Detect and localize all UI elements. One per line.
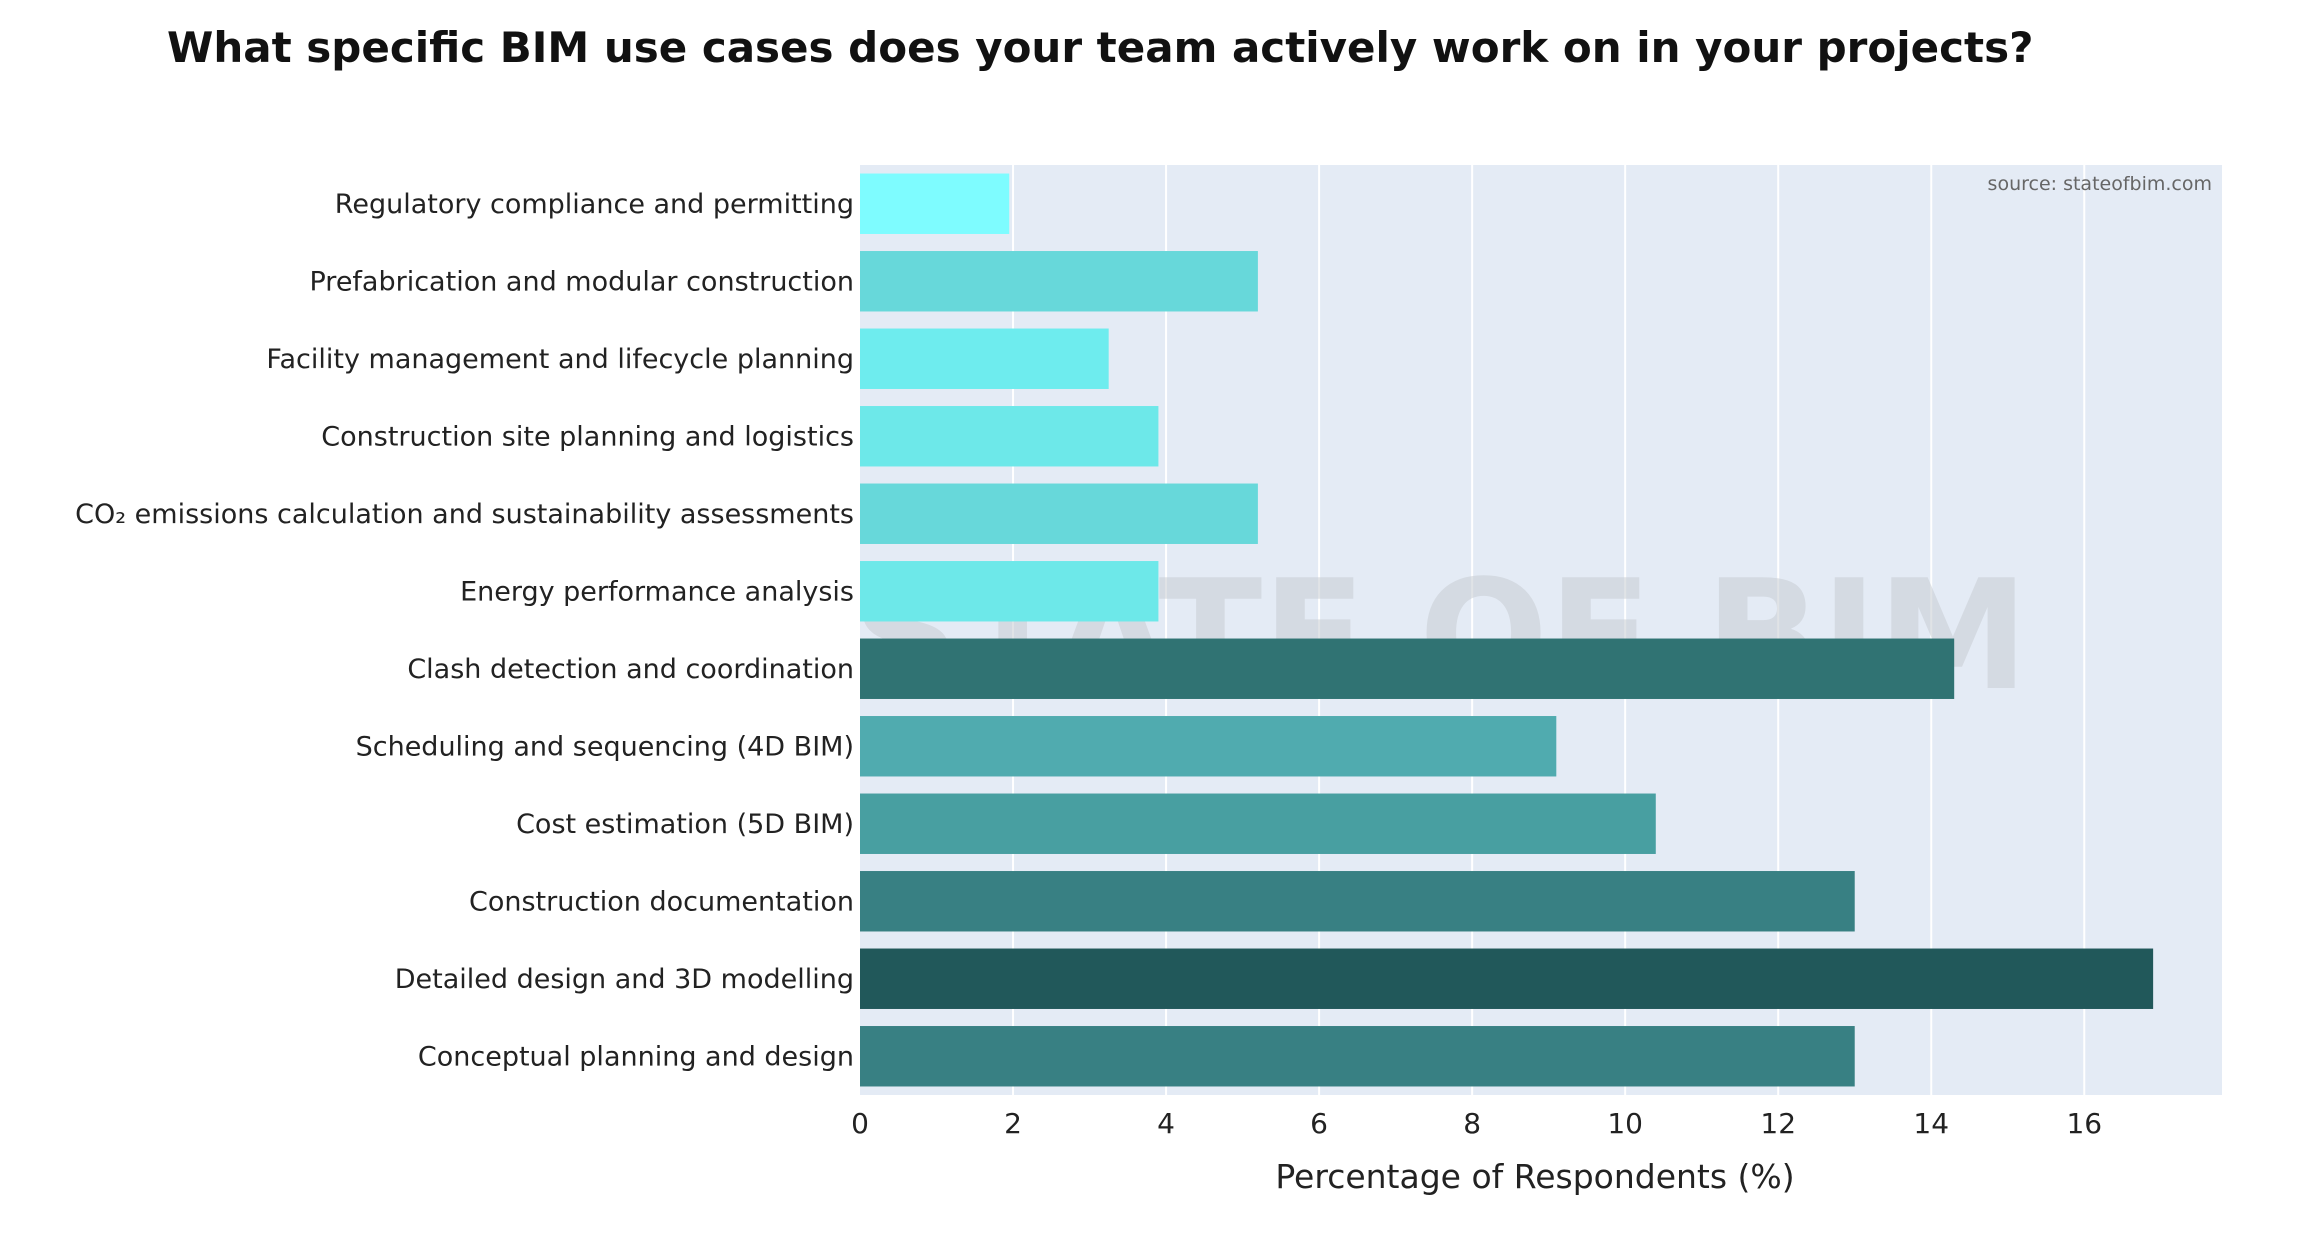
x-tick-label: 14 — [1913, 1107, 1949, 1140]
x-tick-label: 10 — [1607, 1107, 1643, 1140]
x-tick-label: 0 — [851, 1107, 869, 1140]
category-label: Facility management and lifecycle planni… — [266, 344, 854, 375]
category-label: Detailed design and 3D modelling — [395, 964, 854, 995]
bars — [860, 173, 2154, 1087]
x-tick-labels: 0 2 4 6 8 10 12 14 16 — [851, 1107, 2102, 1140]
bar — [860, 173, 1010, 234]
bar — [860, 793, 1656, 854]
category-label: Construction documentation — [469, 886, 854, 917]
bar — [860, 406, 1159, 467]
category-label: Construction site planning and logistics — [321, 421, 854, 452]
category-label: Clash detection and coordination — [407, 654, 854, 685]
gridlines — [1012, 165, 2086, 1095]
x-axis-title: Percentage of Respondents (%) — [1275, 1157, 1794, 1196]
chart-title: What specific BIM use cases does your te… — [167, 23, 2033, 72]
bar — [860, 948, 2154, 1009]
x-tick-label: 4 — [1157, 1107, 1175, 1140]
x-tick-label: 6 — [1310, 1107, 1328, 1140]
x-tick-label: 8 — [1463, 1107, 1481, 1140]
category-label: Scheduling and sequencing (4D BIM) — [356, 731, 854, 762]
x-tick-label: 2 — [1004, 1107, 1022, 1140]
category-label: CO₂ emissions calculation and sustainabi… — [75, 499, 854, 530]
bar — [860, 716, 1557, 777]
category-label: Energy performance analysis — [460, 576, 854, 607]
bar — [860, 251, 1258, 312]
bar — [860, 328, 1109, 389]
bar — [860, 483, 1258, 544]
bar — [860, 561, 1159, 622]
category-label: Prefabrication and modular construction — [310, 266, 855, 297]
plot-area — [860, 165, 2222, 1095]
category-label: Regulatory compliance and permitting — [335, 189, 854, 220]
source-note: source: stateofbim.com — [1988, 173, 2212, 195]
bar — [860, 871, 1855, 932]
bar — [860, 638, 1955, 699]
category-label: Conceptual planning and design — [418, 1041, 854, 1072]
x-tick-label: 16 — [2066, 1107, 2102, 1140]
x-tick-label: 12 — [1760, 1107, 1796, 1140]
category-labels: Regulatory compliance and permitting Pref… — [75, 189, 854, 1073]
category-label: Cost estimation (5D BIM) — [516, 809, 854, 840]
bar — [860, 1026, 1855, 1087]
